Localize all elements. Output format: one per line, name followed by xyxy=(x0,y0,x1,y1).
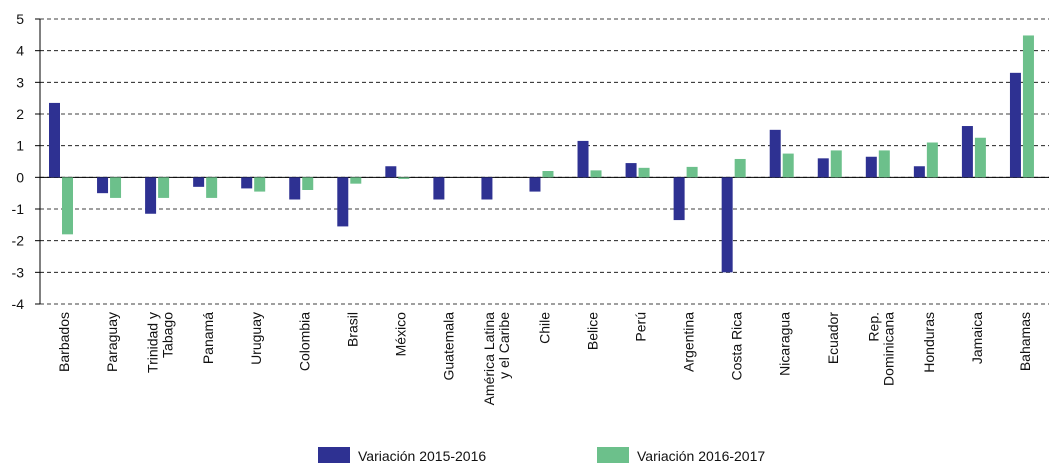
bar xyxy=(62,177,73,235)
legend-label: Variación 2016-2017 xyxy=(637,448,765,464)
bar xyxy=(926,142,938,178)
y-tick-label: -3 xyxy=(12,264,25,280)
bar xyxy=(481,177,493,200)
x-tick-label: Trinidad y xyxy=(145,312,161,373)
bar xyxy=(638,167,650,178)
x-tick-label: Argentina xyxy=(681,312,697,372)
bar xyxy=(913,166,925,178)
bar xyxy=(830,150,842,178)
bar xyxy=(302,177,314,190)
y-tick-label: 2 xyxy=(16,106,24,122)
x-tick-label: Dominicana xyxy=(880,312,896,386)
y-tick-label: -4 xyxy=(12,296,25,312)
bar xyxy=(782,153,794,178)
x-tick-label: Ecuador xyxy=(825,312,841,364)
bar xyxy=(625,163,637,178)
x-tick-label: Nicaragua xyxy=(777,312,793,376)
x-tick-label: Rep. xyxy=(865,312,881,342)
bar xyxy=(350,177,362,184)
bar xyxy=(337,177,349,227)
x-tick-label: Colombia xyxy=(296,312,312,371)
bar xyxy=(433,177,445,200)
bar xyxy=(878,150,890,178)
bar xyxy=(974,137,986,178)
x-tick-label: Chile xyxy=(537,312,553,344)
x-tick-label: Jamaica xyxy=(969,312,985,364)
bar xyxy=(49,102,60,178)
legend-swatch xyxy=(318,447,350,463)
x-tick-label: Guatemala xyxy=(440,312,456,381)
y-tick-label: 4 xyxy=(16,43,24,59)
x-tick-label: Panamá xyxy=(200,312,216,364)
bar xyxy=(289,177,301,200)
bar xyxy=(398,177,410,179)
x-tick-label: Costa Rica xyxy=(729,312,745,381)
bar xyxy=(193,177,205,187)
x-tick-label: Barbados xyxy=(56,312,72,372)
bar xyxy=(1022,35,1034,178)
bar xyxy=(241,177,253,189)
y-tick-label: 0 xyxy=(16,169,24,185)
x-tick-label: Honduras xyxy=(921,312,937,373)
x-tick-label: Perú xyxy=(633,312,649,342)
bar xyxy=(865,156,877,178)
bar xyxy=(529,177,541,192)
bar xyxy=(961,126,973,178)
legend-label: Variación 2015-2016 xyxy=(358,448,486,464)
bar xyxy=(542,171,554,178)
x-tick-label: Paraguay xyxy=(104,312,120,372)
x-tick-label: Tabago xyxy=(160,312,176,358)
bar xyxy=(254,177,266,192)
bar xyxy=(577,140,589,178)
bar xyxy=(145,177,157,214)
x-tick-label: Brasil xyxy=(344,312,360,347)
bar xyxy=(686,166,698,178)
bar xyxy=(721,177,733,273)
y-tick-label: 5 xyxy=(16,11,24,27)
x-tick-label: Belice xyxy=(585,312,601,350)
bar xyxy=(1009,72,1021,178)
bar xyxy=(590,170,602,178)
legend-swatch xyxy=(597,447,629,463)
bar xyxy=(769,129,781,178)
y-tick-label: 3 xyxy=(16,74,24,90)
y-tick-label: 1 xyxy=(16,138,24,154)
y-tick-label: -2 xyxy=(12,233,25,249)
bar xyxy=(110,177,122,198)
x-tick-label: y el Caribe xyxy=(496,312,512,379)
bar xyxy=(97,177,109,194)
bar xyxy=(206,177,218,198)
y-tick-label: -1 xyxy=(12,201,25,217)
x-tick-label: América Latina xyxy=(481,312,497,406)
bar xyxy=(817,158,829,178)
bar xyxy=(673,177,685,221)
x-tick-label: México xyxy=(392,312,408,357)
bar xyxy=(385,166,397,178)
bar xyxy=(734,158,746,178)
x-tick-label: Bahamas xyxy=(1017,312,1033,371)
bar xyxy=(158,177,170,198)
x-tick-label: Uruguay xyxy=(248,312,264,365)
